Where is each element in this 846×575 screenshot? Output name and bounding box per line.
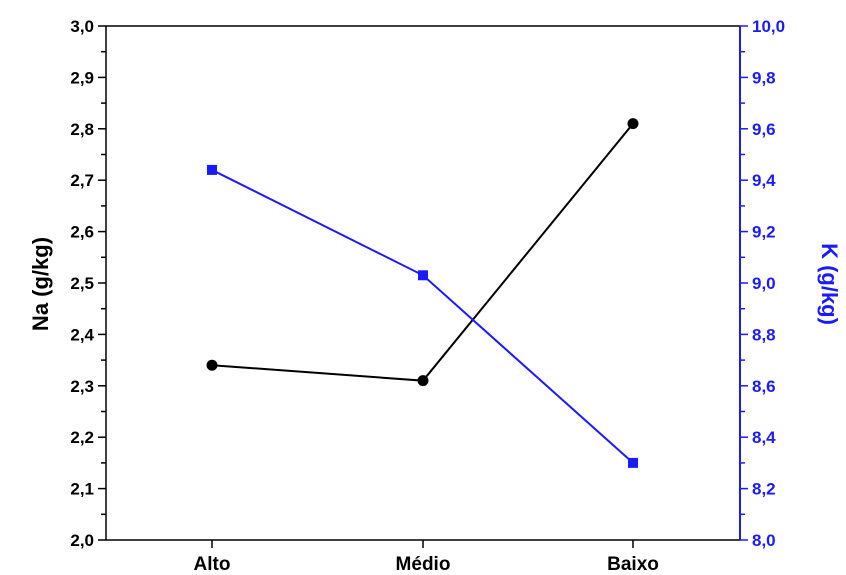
left-tick-label: 2,6 [70, 223, 94, 242]
plot-area [105, 25, 741, 541]
k-data-point [207, 164, 217, 175]
na-series-line [211, 123, 634, 382]
left-tick-label: 2,5 [70, 274, 94, 293]
right-tick-label: 8,2 [752, 480, 776, 499]
x-tick-label: Alto [194, 554, 231, 575]
right-y-axis: 8,0 8,2 8,4 8,6 8,8 9,0 9,2 9,4 9,6 9,8 10,0 [740, 17, 785, 550]
right-tick-label: 10,0 [752, 17, 785, 36]
left-tick-label: 2,9 [70, 68, 94, 87]
right-tick-label: 9,8 [752, 68, 776, 87]
x-tick-label: Médio [396, 554, 451, 575]
na-data-point [206, 359, 218, 371]
left-tick-label: 3,0 [70, 17, 94, 36]
left-tick-label: 2,0 [70, 531, 94, 550]
left-tick-label: 2,2 [70, 428, 94, 447]
left-tick-label: 2,1 [70, 480, 94, 499]
left-tick-label: 2,8 [70, 120, 94, 139]
na-data-point [627, 118, 639, 130]
left-axis-title: Na (g/kg) [28, 237, 53, 331]
right-tick-label: 8,6 [752, 377, 776, 396]
left-tick-label: 2,3 [70, 377, 94, 396]
series-layer [206, 118, 639, 468]
right-tick-label: 8,0 [752, 531, 776, 550]
k-series-line [211, 169, 634, 464]
right-tick-label: 9,4 [752, 171, 776, 190]
right-tick-label: 9,0 [752, 274, 776, 293]
k-data-point [628, 457, 638, 468]
x-tick-label: Baixo [607, 554, 659, 575]
left-y-axis: 2,0 2,1 2,2 2,3 2,4 2,5 2,6 2,7 2,8 2,9 3,0 [70, 17, 106, 550]
right-tick-label: 8,8 [752, 325, 776, 344]
right-tick-label: 9,6 [752, 120, 776, 139]
right-tick-label: 8,4 [752, 428, 776, 447]
right-axis-title: K (g/kg) [817, 243, 842, 325]
right-tick-label: 9,2 [752, 223, 776, 242]
x-axis: Alto Médio Baixo [194, 540, 659, 575]
left-tick-label: 2,4 [70, 325, 94, 344]
k-data-point [418, 270, 428, 281]
left-tick-label: 2,7 [70, 171, 94, 190]
na-data-point [417, 375, 429, 387]
